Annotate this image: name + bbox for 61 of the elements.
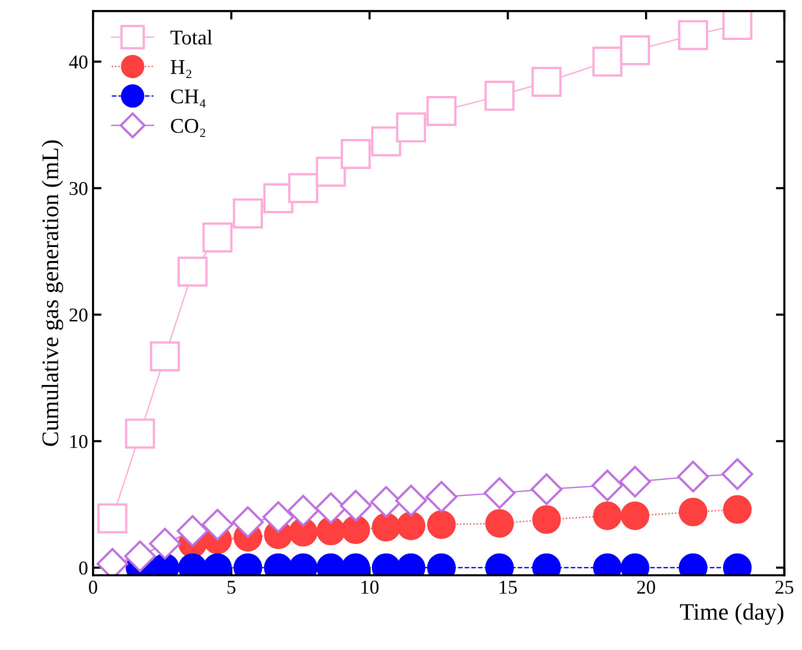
point <box>723 495 752 524</box>
point <box>426 96 456 126</box>
point <box>288 173 318 204</box>
point <box>176 515 208 547</box>
x-tick-label: 5 <box>228 580 236 594</box>
point <box>371 126 402 156</box>
point <box>532 505 561 534</box>
point <box>340 139 371 169</box>
legend-label: H₂ <box>170 60 192 78</box>
point <box>125 418 156 449</box>
point <box>530 473 562 506</box>
point <box>202 508 234 540</box>
x-tick-label: 0 <box>88 580 98 594</box>
y-tick-label: 0 <box>79 561 88 575</box>
y-tick-label: 10 <box>70 434 88 448</box>
point <box>592 470 624 502</box>
point <box>341 515 370 544</box>
y-axis-title: Cumulative gas generation (mL) <box>42 140 64 446</box>
x-tick-label: 15 <box>500 580 517 594</box>
point <box>427 510 456 539</box>
point <box>262 501 294 533</box>
point <box>124 540 156 572</box>
point <box>396 512 426 540</box>
point <box>678 20 708 50</box>
point <box>178 256 208 287</box>
point <box>426 480 458 513</box>
y-tick-label: 20 <box>70 308 88 322</box>
point <box>202 222 232 252</box>
point <box>620 501 650 530</box>
point <box>232 198 263 228</box>
x-tick-label: 20 <box>637 580 656 594</box>
point <box>485 509 514 538</box>
point <box>678 498 708 526</box>
point <box>484 80 515 111</box>
point <box>593 501 622 530</box>
point <box>316 156 346 187</box>
point <box>340 490 372 522</box>
point <box>232 506 264 538</box>
point <box>484 477 516 509</box>
point <box>592 46 622 77</box>
y-tick-label: 40 <box>69 55 88 69</box>
point <box>150 341 180 372</box>
point <box>677 460 709 492</box>
point <box>395 484 427 516</box>
point <box>287 494 320 527</box>
x-tick-label: 25 <box>775 580 794 594</box>
point <box>722 11 752 40</box>
point <box>532 66 562 97</box>
point <box>149 528 181 560</box>
legend-label: CH₄ <box>170 89 206 108</box>
legend-label: CO₂ <box>170 118 206 137</box>
y-tick-label: 30 <box>70 182 88 196</box>
point <box>620 35 650 66</box>
point <box>722 458 754 490</box>
point <box>372 512 400 542</box>
x-tick-label: 10 <box>362 580 379 594</box>
x-axis-title: Time (day) <box>680 603 784 625</box>
point <box>97 503 128 534</box>
point <box>619 466 651 498</box>
point <box>396 112 426 142</box>
legend-label: Total <box>170 30 212 45</box>
